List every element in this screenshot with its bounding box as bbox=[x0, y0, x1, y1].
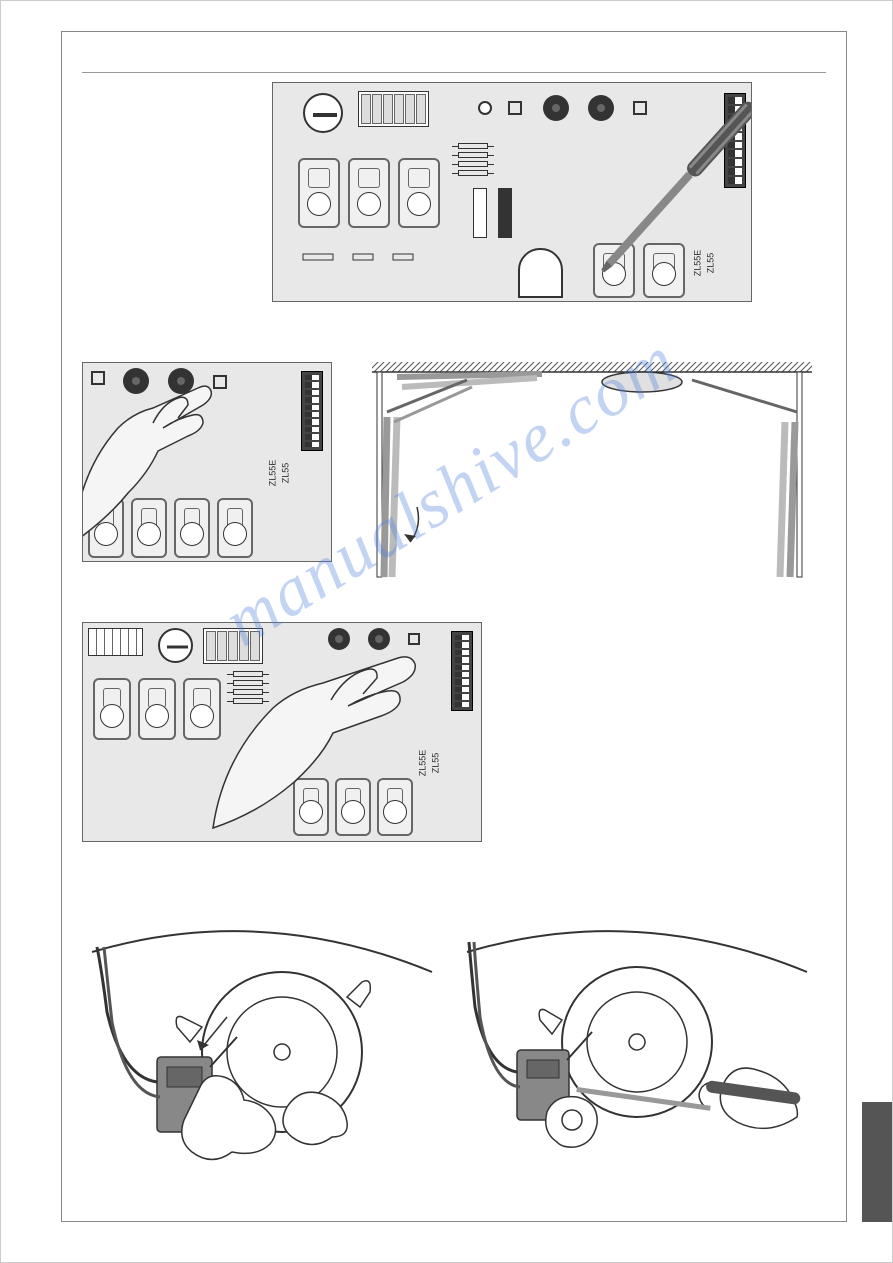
figure-garage-door bbox=[372, 362, 812, 582]
trimmer-jack bbox=[368, 628, 390, 650]
figure-board-hand-1: ZL55 ZL55E bbox=[82, 362, 332, 562]
dip-switch bbox=[451, 631, 473, 711]
figure-board-hand-2: ZL55 ZL55E bbox=[82, 622, 482, 842]
screw-head-icon bbox=[303, 93, 343, 133]
trimmer-jack-1 bbox=[543, 95, 569, 121]
board-model-label: ZL55E bbox=[268, 460, 278, 487]
dip-switch bbox=[301, 371, 323, 451]
capacitor-icon-2 bbox=[498, 188, 512, 238]
terminal-block bbox=[358, 91, 429, 127]
side-tab bbox=[862, 1102, 892, 1222]
relay bbox=[93, 678, 131, 740]
page: ZL55 ZL55E ZL55 bbox=[0, 0, 893, 1263]
screw-head-icon bbox=[158, 628, 193, 663]
relay bbox=[138, 678, 176, 740]
resistor-array bbox=[458, 143, 488, 176]
button-icon bbox=[408, 633, 420, 645]
figure-motor-microswitch-2 bbox=[457, 922, 812, 1192]
hand-icon bbox=[82, 373, 263, 553]
button-square-icon bbox=[508, 101, 522, 115]
trimmer-jack bbox=[328, 628, 350, 650]
header-divider bbox=[82, 72, 826, 73]
connector-icon bbox=[88, 628, 143, 656]
relay-3 bbox=[398, 158, 440, 228]
figure-motor-microswitch-1 bbox=[82, 922, 437, 1192]
ic-socket-icon bbox=[518, 248, 563, 298]
motor-figures-row bbox=[82, 922, 812, 1192]
screwdriver-icon bbox=[583, 82, 752, 302]
hand-icon bbox=[203, 648, 453, 838]
content-frame: ZL55 ZL55E ZL55 bbox=[61, 31, 847, 1222]
capacitor-icon bbox=[473, 188, 487, 238]
figure-board-screwdriver: ZL55 ZL55E bbox=[272, 82, 752, 302]
bottom-resistor-row bbox=[293, 248, 553, 256]
board-model-label: ZL55 bbox=[281, 463, 291, 484]
relay-2 bbox=[348, 158, 390, 228]
pad-icon bbox=[478, 101, 492, 115]
relay-1 bbox=[298, 158, 340, 228]
